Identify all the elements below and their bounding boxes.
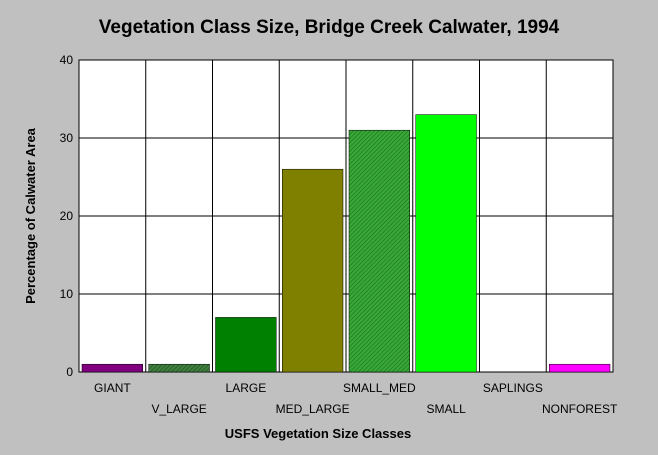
y-tick-label: 40 <box>60 53 74 67</box>
bars <box>81 114 611 373</box>
x-tick-label: LARGE <box>226 381 267 395</box>
grid-lines <box>79 60 613 372</box>
y-axis-label: Percentage of Calwater Area <box>23 127 38 304</box>
bar-med-large <box>282 168 344 373</box>
bar-v-large <box>148 363 210 373</box>
x-tick-label: SMALL <box>426 402 466 416</box>
bar-large <box>215 317 277 373</box>
x-tick-label: V_LARGE <box>151 402 206 416</box>
y-axis-ticks: 0 10 20 30 40 <box>60 53 74 379</box>
y-tick-label: 0 <box>66 365 73 379</box>
bar-giant <box>81 363 143 373</box>
x-axis-label: USFS Vegetation Size Classes <box>225 426 411 441</box>
bar-small <box>415 114 477 373</box>
chart-title: Vegetation Class Size, Bridge Creek Calw… <box>99 17 560 38</box>
x-tick-label: MED_LARGE <box>276 402 350 416</box>
x-tick-label: SAPLINGS <box>483 381 543 395</box>
bar-small-med <box>348 129 410 373</box>
y-tick-label: 20 <box>60 209 74 223</box>
y-tick-label: 30 <box>60 131 74 145</box>
y-tick-label: 10 <box>60 287 74 301</box>
x-axis-ticks: GIANT V_LARGE LARGE MED_LARGE SMALL_MED SMALL… <box>94 381 618 416</box>
bar-nonforest <box>549 363 611 373</box>
x-tick-label: SMALL_MED <box>343 381 416 395</box>
x-tick-label: GIANT <box>94 381 131 395</box>
x-tick-label: NONFOREST <box>542 402 618 416</box>
